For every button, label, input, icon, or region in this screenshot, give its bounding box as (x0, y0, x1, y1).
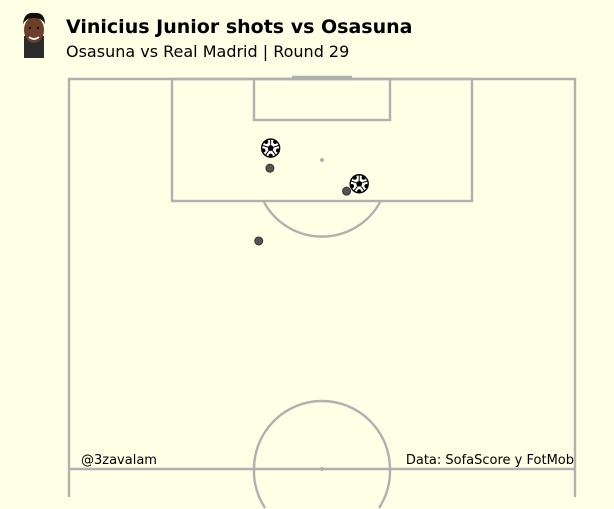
six-yard-box (252, 77, 392, 122)
chart-title: Vinicius Junior shots vs Osasuna (66, 16, 413, 38)
penalty-box (170, 77, 474, 203)
chart-subtitle: Osasuna vs Real Madrid | Round 29 (66, 42, 350, 61)
center-spot (320, 467, 324, 471)
author-credit: @3zavalam (81, 453, 157, 468)
goal-shot-marker (260, 138, 281, 158)
pitch-lines (67, 77, 577, 509)
data-source-credit: Data: SofaScore y FotMob (405, 453, 574, 468)
shot-marker (342, 186, 352, 196)
shot-marker (254, 236, 264, 246)
center-circle (252, 399, 392, 470)
player-avatar (23, 12, 45, 58)
shots-layer (254, 138, 369, 246)
center-circle-lower-right (377, 468, 392, 509)
goal-shot-marker (349, 174, 369, 194)
shot-marker (265, 163, 275, 173)
penalty-spot (320, 158, 324, 162)
touchline-outline (67, 77, 577, 497)
center-circle-lower (252, 468, 267, 509)
penalty-arc (262, 200, 382, 238)
